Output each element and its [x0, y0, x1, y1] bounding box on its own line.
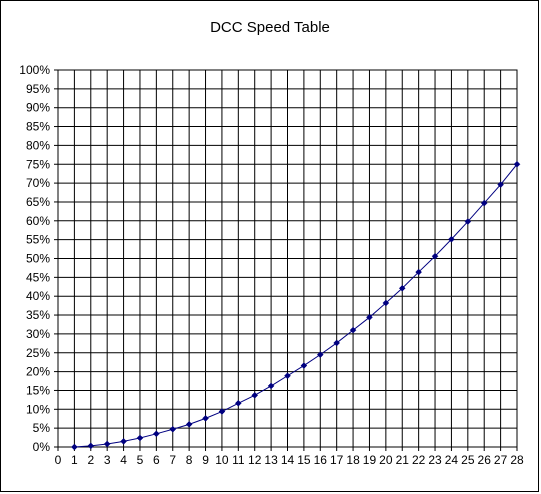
y-tick-label: 30%	[26, 327, 50, 341]
data-point-marker	[234, 399, 242, 407]
y-tick-label: 60%	[26, 214, 50, 228]
x-tick-label: 3	[104, 453, 111, 467]
x-tick-label: 13	[264, 453, 278, 467]
x-axis-tick-labels: 0 1 2 3 4 5 6 7 8 9 10 11 12 13 14 15 16 17 18 19 20 21 22 23 24…	[55, 453, 524, 467]
x-tick-label: 23	[428, 453, 442, 467]
chart-title: DCC Speed Table	[210, 19, 330, 36]
y-axis-tick-labels: 0% 5% 10% 15% 20% 25% 30% 35% 40% 45% 50% 55% 60% 65%…	[19, 63, 50, 454]
data-point-marker	[448, 235, 455, 243]
x-tick-label: 19	[363, 453, 377, 467]
data-point-marker	[136, 434, 144, 442]
x-tick-label: 18	[346, 453, 360, 467]
y-tick-label: 15%	[26, 383, 50, 397]
x-tick-label: 15	[297, 453, 311, 467]
y-tick-label: 35%	[26, 308, 50, 322]
x-tick-label: 5	[137, 453, 144, 467]
data-point-marker	[464, 218, 472, 225]
data-point-marker	[120, 437, 127, 445]
data-point-marker	[153, 430, 160, 438]
x-tick-label: 16	[314, 453, 328, 467]
x-tick-label: 2	[87, 453, 94, 467]
x-tick-label: 4	[120, 453, 127, 467]
y-tick-label: 0%	[33, 440, 51, 454]
data-point-marker	[87, 442, 95, 450]
y-tick-label: 75%	[26, 157, 50, 171]
data-point-marker	[251, 391, 259, 399]
data-point-marker	[267, 382, 275, 390]
data-point-marker	[333, 339, 341, 347]
x-tick-label: 6	[153, 453, 160, 467]
x-tick-label: 1	[71, 453, 78, 467]
plot-border	[57, 69, 518, 448]
y-tick-label: 50%	[26, 252, 50, 266]
y-tick-label: 45%	[26, 270, 50, 284]
y-tick-label: 95%	[26, 82, 50, 96]
x-tick-label: 17	[330, 453, 344, 467]
y-tick-label: 55%	[26, 233, 50, 247]
gridlines	[54, 69, 518, 451]
y-tick-label: 100%	[19, 63, 50, 77]
y-tick-label: 20%	[26, 365, 50, 379]
y-tick-label: 10%	[26, 402, 50, 416]
x-tick-label: 7	[169, 453, 176, 467]
data-point-marker	[366, 313, 373, 321]
data-point-marker	[480, 199, 488, 207]
y-tick-label: 25%	[26, 346, 50, 360]
y-tick-label: 70%	[26, 176, 50, 190]
x-tick-label: 25	[461, 453, 475, 467]
y-tick-label: 40%	[26, 289, 50, 303]
x-tick-label: 8	[186, 453, 193, 467]
series-line	[74, 163, 518, 448]
series-layer	[71, 160, 521, 451]
y-tick-label: 5%	[33, 421, 51, 435]
data-point-marker	[349, 326, 357, 334]
data-point-marker	[284, 372, 291, 380]
x-tick-label: 26	[478, 453, 492, 467]
x-tick-label: 12	[248, 453, 262, 467]
data-point-marker	[513, 160, 521, 168]
y-tick-label: 80%	[26, 138, 50, 152]
x-tick-label: 24	[445, 453, 459, 467]
x-tick-label: 0	[55, 453, 62, 467]
data-point-marker	[169, 425, 177, 433]
y-tick-label: 65%	[26, 195, 50, 209]
x-tick-label: 27	[494, 453, 508, 467]
x-tick-label: 22	[412, 453, 426, 467]
data-point-marker	[398, 284, 406, 292]
x-tick-label: 14	[281, 453, 295, 467]
data-point-marker	[316, 351, 324, 358]
y-tick-label: 90%	[26, 101, 50, 115]
x-tick-label: 20	[379, 453, 393, 467]
data-point-marker	[382, 299, 390, 307]
data-point-marker	[202, 414, 209, 422]
x-tick-label: 21	[396, 453, 410, 467]
data-point-marker	[71, 443, 78, 451]
data-point-marker	[415, 268, 422, 276]
data-point-marker	[497, 181, 504, 188]
data-point-marker	[300, 362, 308, 369]
x-tick-label: 10	[215, 453, 229, 467]
data-point-marker	[431, 252, 439, 260]
x-tick-label: 11	[232, 453, 245, 467]
x-tick-label: 28	[510, 453, 524, 467]
x-tick-label: 9	[202, 453, 209, 467]
data-point-marker	[185, 421, 193, 428]
data-point-marker	[218, 408, 226, 415]
data-point-marker	[103, 440, 111, 448]
y-tick-label: 85%	[26, 120, 50, 134]
